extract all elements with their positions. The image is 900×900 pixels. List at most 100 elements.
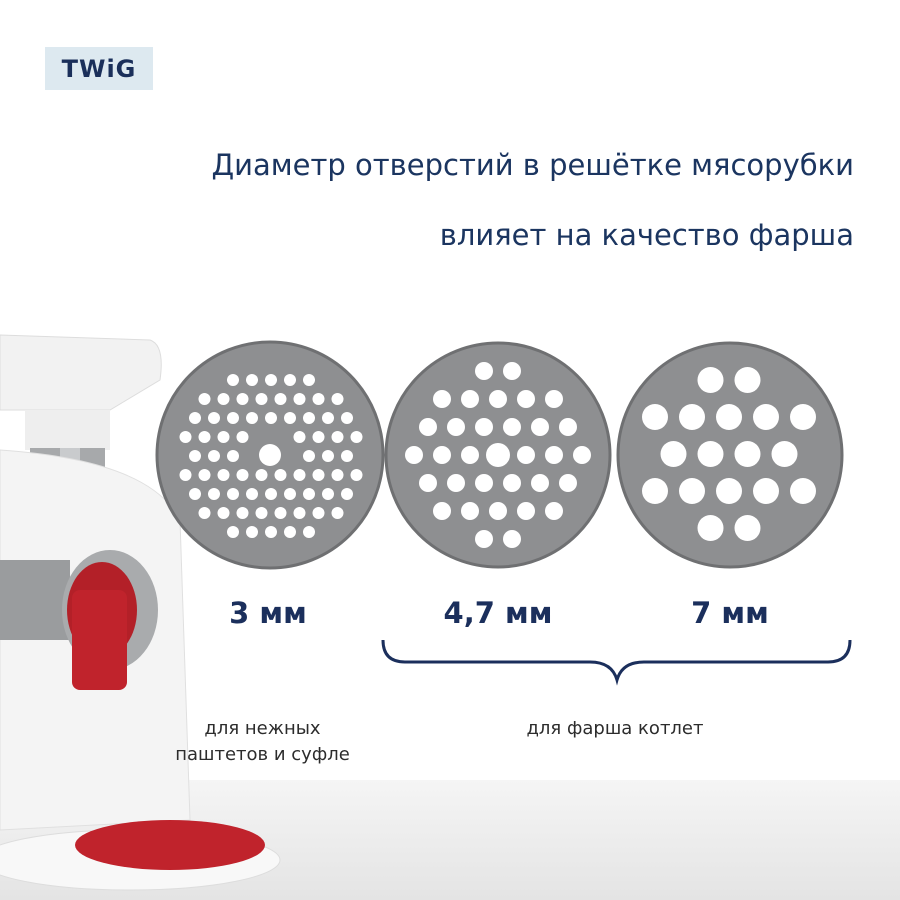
- plate-hole: [227, 488, 239, 500]
- plate-hole: [679, 404, 705, 430]
- plate-hole: [246, 412, 258, 424]
- plate-hole: [489, 390, 507, 408]
- plate-hole: [198, 469, 211, 481]
- plate-hole: [771, 441, 798, 467]
- plate-hole: [255, 469, 268, 481]
- plate-hole: [753, 478, 779, 504]
- plate-hole: [265, 488, 277, 500]
- plate-hole: [236, 507, 249, 519]
- plate-hole: [503, 530, 521, 548]
- plate-hole: [531, 418, 549, 436]
- plate-hole: [517, 502, 535, 520]
- headline-line-1: Диаметр отверстий в решётке мясорубки: [211, 148, 854, 182]
- plate-hole: [208, 412, 220, 424]
- plate-hole: [265, 412, 277, 424]
- plate-hole: [246, 526, 258, 538]
- plate-hole: [265, 526, 277, 538]
- plate-hole: [217, 507, 230, 519]
- brand-logo: TWiG: [45, 47, 153, 90]
- plate-hole: [179, 431, 192, 443]
- plate-hole: [489, 502, 507, 520]
- plate-hole: [475, 530, 493, 548]
- plate-hole: [753, 404, 779, 430]
- plate-hole: [255, 393, 268, 405]
- plate-hole: [447, 474, 465, 492]
- plate-hole: [303, 488, 315, 500]
- plate-hole: [236, 393, 249, 405]
- plate-hole: [227, 450, 239, 462]
- plate-hole: [433, 446, 451, 464]
- plate-hole: [198, 507, 211, 519]
- plate-hole: [312, 469, 325, 481]
- plate-hole: [475, 418, 493, 436]
- plate-hole: [179, 469, 192, 481]
- plate-hole: [303, 374, 315, 386]
- plate-hole: [475, 474, 493, 492]
- plate-hole: [433, 502, 451, 520]
- plate-hole: [227, 526, 239, 538]
- plate-hole: [236, 469, 249, 481]
- plate-hole: [697, 441, 724, 467]
- plate-center-hole: [259, 444, 281, 466]
- plate-hole: [312, 393, 325, 405]
- headline-line-2: влияет на качество фарша: [439, 218, 854, 252]
- plate-hole: [559, 418, 577, 436]
- plate-hole: [208, 450, 220, 462]
- plate-hole: [790, 478, 816, 504]
- grinder-plate-2: [384, 341, 612, 569]
- plate-hole: [236, 431, 249, 443]
- plate-hole: [217, 469, 230, 481]
- plate-hole: [284, 374, 296, 386]
- plate-hole: [274, 507, 287, 519]
- plate-hole: [293, 393, 306, 405]
- plate-hole: [503, 418, 521, 436]
- plate-hole: [293, 507, 306, 519]
- plate-hole: [419, 418, 437, 436]
- plate-hole: [246, 488, 258, 500]
- plate-hole: [208, 488, 220, 500]
- plate-hole: [660, 441, 687, 467]
- plate-hole: [293, 469, 306, 481]
- plate-hole: [331, 393, 344, 405]
- plate-size-4-7mm: 4,7 мм: [443, 596, 553, 630]
- plate-hole: [642, 478, 668, 504]
- plate-hole: [503, 474, 521, 492]
- plate-hole: [461, 390, 479, 408]
- plate-hole: [573, 446, 591, 464]
- plate-hole: [284, 526, 296, 538]
- plate-hole: [227, 374, 239, 386]
- plate-hole: [419, 474, 437, 492]
- plate-hole: [447, 418, 465, 436]
- note-soft-dishes: для нежных паштетов и суфле: [150, 716, 375, 768]
- plate-hole: [461, 502, 479, 520]
- plate-hole: [331, 507, 344, 519]
- plate-hole: [303, 412, 315, 424]
- plate-size-3mm: 3 мм: [229, 596, 307, 630]
- plate-hole: [322, 488, 334, 500]
- grinder-plate-1: [155, 340, 385, 570]
- plate-hole: [331, 431, 344, 443]
- plate-hole: [189, 412, 201, 424]
- plate-hole: [545, 502, 563, 520]
- plate-hole: [284, 412, 296, 424]
- plate-hole: [350, 469, 363, 481]
- plate-hole: [461, 446, 479, 464]
- plate-hole: [189, 450, 201, 462]
- plate-hole: [545, 390, 563, 408]
- plate-hole: [198, 393, 211, 405]
- plate-hole: [284, 488, 296, 500]
- plate-hole: [341, 450, 353, 462]
- plate-hole: [274, 393, 287, 405]
- plate-hole: [697, 367, 724, 393]
- plate-hole: [433, 390, 451, 408]
- plate-hole: [198, 431, 211, 443]
- plate-hole: [716, 478, 742, 504]
- plate-hole: [303, 450, 315, 462]
- plate-hole: [350, 431, 363, 443]
- plate-hole: [331, 469, 344, 481]
- plate-hole: [189, 488, 201, 500]
- grinder-plate-3: [616, 341, 844, 569]
- plate-hole: [716, 404, 742, 430]
- plate-hole: [274, 469, 287, 481]
